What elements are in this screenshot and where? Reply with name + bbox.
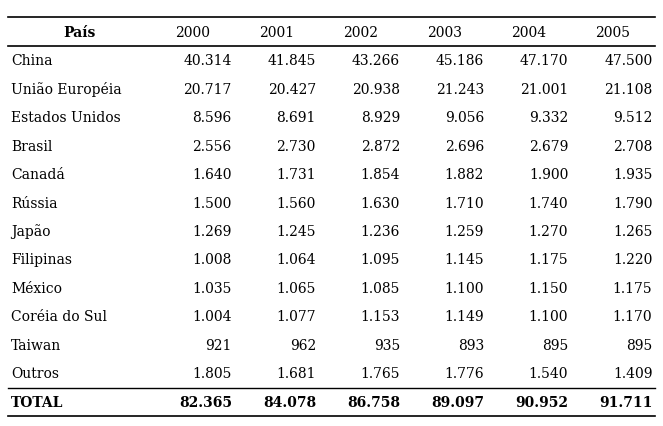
Text: 1.085: 1.085 <box>361 281 400 295</box>
Text: 2003: 2003 <box>427 26 462 40</box>
Text: 895: 895 <box>626 338 652 352</box>
Text: 1.153: 1.153 <box>361 310 400 324</box>
Text: 1.175: 1.175 <box>613 281 652 295</box>
Text: 86.758: 86.758 <box>347 395 400 409</box>
Text: 45.186: 45.186 <box>436 54 484 68</box>
Text: 9.056: 9.056 <box>445 111 484 125</box>
Text: 1.269: 1.269 <box>192 225 232 239</box>
Text: 1.900: 1.900 <box>529 167 568 181</box>
Text: 8.691: 8.691 <box>276 111 316 125</box>
Text: Coréia do Sul: Coréia do Sul <box>11 310 107 324</box>
Text: 84.078: 84.078 <box>263 395 316 409</box>
Text: 1.776: 1.776 <box>444 366 484 380</box>
Text: 21.108: 21.108 <box>604 82 652 96</box>
Text: 2.708: 2.708 <box>613 139 652 153</box>
Text: 1.765: 1.765 <box>361 366 400 380</box>
Text: País: País <box>63 26 95 40</box>
Text: 1.149: 1.149 <box>444 310 484 324</box>
Text: 1.740: 1.740 <box>528 196 568 210</box>
Text: 1.100: 1.100 <box>529 310 568 324</box>
Text: 1.270: 1.270 <box>529 225 568 239</box>
Text: Brasil: Brasil <box>11 139 52 153</box>
Text: 1.220: 1.220 <box>613 253 652 267</box>
Text: 1.035: 1.035 <box>192 281 232 295</box>
Text: 1.710: 1.710 <box>444 196 484 210</box>
Text: 1.681: 1.681 <box>276 366 316 380</box>
Text: 1.145: 1.145 <box>444 253 484 267</box>
Text: 1.500: 1.500 <box>192 196 232 210</box>
Text: 41.845: 41.845 <box>268 54 316 68</box>
Text: 1.805: 1.805 <box>192 366 232 380</box>
Text: 47.170: 47.170 <box>520 54 568 68</box>
Text: 1.882: 1.882 <box>445 167 484 181</box>
Text: 1.004: 1.004 <box>192 310 232 324</box>
Text: 1.935: 1.935 <box>613 167 652 181</box>
Text: 1.259: 1.259 <box>445 225 484 239</box>
Text: 1.265: 1.265 <box>613 225 652 239</box>
Text: 1.170: 1.170 <box>613 310 652 324</box>
Text: 1.150: 1.150 <box>529 281 568 295</box>
Text: 2000: 2000 <box>175 26 210 40</box>
Text: 2002: 2002 <box>343 26 378 40</box>
Text: 8.596: 8.596 <box>192 111 232 125</box>
Text: 40.314: 40.314 <box>184 54 232 68</box>
Text: 935: 935 <box>374 338 400 352</box>
Text: 47.500: 47.500 <box>604 54 652 68</box>
Text: Japão: Japão <box>11 224 51 239</box>
Text: Estados Unidos: Estados Unidos <box>11 111 121 125</box>
Text: 921: 921 <box>206 338 232 352</box>
Text: Canadá: Canadá <box>11 167 65 181</box>
Text: Rússia: Rússia <box>11 196 58 210</box>
Text: 20.717: 20.717 <box>184 82 232 96</box>
Text: 20.938: 20.938 <box>352 82 400 96</box>
Text: 1.409: 1.409 <box>613 366 652 380</box>
Text: TOTAL: TOTAL <box>11 395 64 409</box>
Text: Filipinas: Filipinas <box>11 253 72 267</box>
Text: 895: 895 <box>542 338 568 352</box>
Text: 91.711: 91.711 <box>599 395 652 409</box>
Text: Taiwan: Taiwan <box>11 338 62 352</box>
Text: 9.512: 9.512 <box>613 111 652 125</box>
Text: 1.175: 1.175 <box>528 253 568 267</box>
Text: 1.008: 1.008 <box>192 253 232 267</box>
Text: 1.064: 1.064 <box>276 253 316 267</box>
Text: 1.790: 1.790 <box>613 196 652 210</box>
Text: 1.560: 1.560 <box>276 196 316 210</box>
Text: México: México <box>11 281 62 295</box>
Text: 89.097: 89.097 <box>431 395 484 409</box>
Text: 1.854: 1.854 <box>361 167 400 181</box>
Text: 1.095: 1.095 <box>361 253 400 267</box>
Text: 43.266: 43.266 <box>352 54 400 68</box>
Text: 82.365: 82.365 <box>179 395 232 409</box>
Text: 20.427: 20.427 <box>268 82 316 96</box>
Text: China: China <box>11 54 53 68</box>
Text: 1.236: 1.236 <box>361 225 400 239</box>
Text: 962: 962 <box>290 338 316 352</box>
Text: 2004: 2004 <box>511 26 546 40</box>
Text: Outros: Outros <box>11 366 59 380</box>
Text: 2005: 2005 <box>595 26 631 40</box>
Text: 2001: 2001 <box>259 26 294 40</box>
Text: 893: 893 <box>458 338 484 352</box>
Text: 1.065: 1.065 <box>276 281 316 295</box>
Text: 1.077: 1.077 <box>276 310 316 324</box>
Text: 90.952: 90.952 <box>515 395 568 409</box>
Text: 1.731: 1.731 <box>276 167 316 181</box>
Text: 21.001: 21.001 <box>520 82 568 96</box>
Text: 2.556: 2.556 <box>192 139 232 153</box>
Text: 1.540: 1.540 <box>529 366 568 380</box>
Text: 2.696: 2.696 <box>445 139 484 153</box>
Text: 9.332: 9.332 <box>529 111 568 125</box>
Text: 2.730: 2.730 <box>276 139 316 153</box>
Text: 2.872: 2.872 <box>361 139 400 153</box>
Text: 1.100: 1.100 <box>445 281 484 295</box>
Text: União Européia: União Européia <box>11 82 122 97</box>
Text: 2.679: 2.679 <box>529 139 568 153</box>
Text: 8.929: 8.929 <box>361 111 400 125</box>
Text: 1.245: 1.245 <box>276 225 316 239</box>
Text: 1.640: 1.640 <box>192 167 232 181</box>
Text: 21.243: 21.243 <box>436 82 484 96</box>
Text: 1.630: 1.630 <box>361 196 400 210</box>
